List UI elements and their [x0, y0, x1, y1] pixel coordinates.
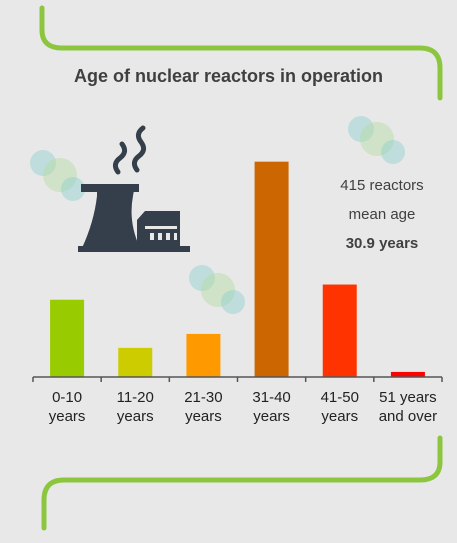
- bar: [390, 371, 425, 377]
- category-label: 21-30: [184, 389, 222, 406]
- steam-bubbles-icon: [30, 150, 85, 201]
- x-axis-labels: 0-10 years 11-20 years 21-30 years 31-40 years 4…: [49, 389, 437, 425]
- category-label: 31-40: [252, 389, 290, 406]
- bar: [322, 284, 357, 377]
- stats-panel: 415 reactors mean age 30.9 years: [318, 171, 446, 258]
- bar: [186, 333, 221, 377]
- category-label: and over: [379, 408, 437, 425]
- bar: [50, 299, 85, 377]
- category-label: 41-50: [321, 389, 359, 406]
- chart-title: Age of nuclear reactors in operation: [73, 66, 384, 86]
- steam-bubbles-icon: [348, 116, 405, 164]
- category-label: years: [117, 408, 154, 425]
- bottom-frame-line: [41, 435, 443, 531]
- category-label: years: [253, 408, 290, 425]
- x-axis-ticks: [32, 377, 443, 382]
- mean-age-label: mean age: [348, 206, 416, 223]
- category-label: 11-20: [117, 389, 154, 406]
- category-label: 0-10: [52, 389, 82, 406]
- top-frame-line: [39, 5, 443, 101]
- category-label: years: [321, 408, 358, 425]
- category-label: 51 years: [379, 389, 437, 406]
- bar: [254, 161, 289, 377]
- category-label: years: [49, 408, 86, 425]
- reactor-count: 415 reactors: [340, 177, 424, 194]
- bar: [118, 347, 153, 377]
- steam-bubbles-icon: [189, 265, 245, 314]
- category-label: years: [185, 408, 222, 425]
- mean-age-value: 30.9 years: [345, 235, 419, 252]
- bars-group: [50, 161, 425, 377]
- nuclear-plant-icon: [78, 125, 190, 252]
